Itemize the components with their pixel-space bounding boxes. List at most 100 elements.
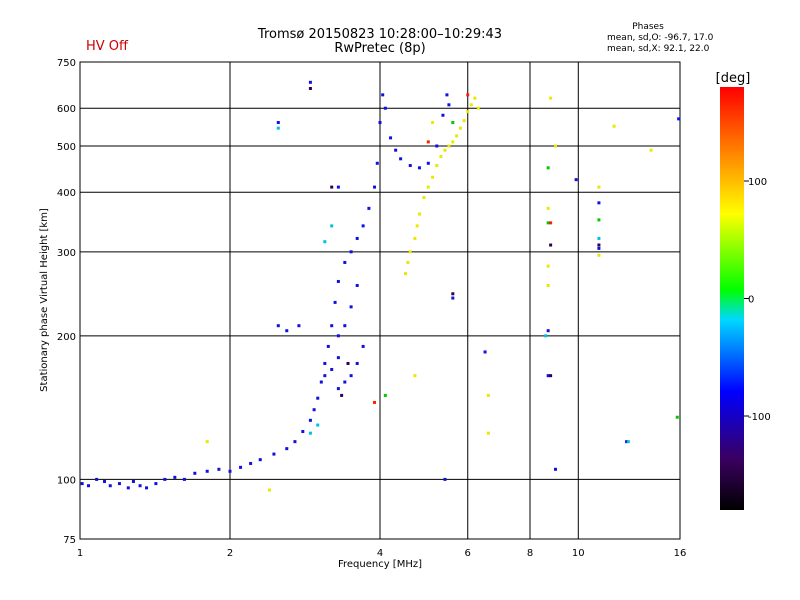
data-point — [301, 430, 305, 434]
data-point — [458, 126, 462, 130]
gridlines — [80, 62, 680, 539]
data-point — [343, 324, 347, 328]
data-point — [173, 475, 177, 479]
data-point — [272, 452, 276, 456]
data-point — [426, 140, 430, 144]
data-point — [549, 221, 553, 225]
data-point — [381, 93, 385, 97]
data-point — [361, 344, 365, 348]
data-point — [469, 103, 473, 107]
data-point — [462, 119, 466, 123]
data-point — [375, 161, 379, 165]
data-point — [285, 447, 289, 451]
data-point — [383, 393, 387, 397]
data-point — [597, 236, 601, 240]
data-point — [406, 260, 410, 264]
data-point — [323, 240, 327, 244]
data-point — [217, 467, 221, 471]
data-point — [435, 164, 439, 168]
data-point — [466, 110, 470, 114]
data-point — [451, 140, 455, 144]
data-point — [285, 329, 289, 333]
data-point — [138, 484, 142, 488]
data-point — [553, 144, 557, 148]
data-point — [408, 250, 412, 254]
data-point — [544, 334, 548, 338]
data-point — [355, 283, 359, 287]
colorbar-label: [deg] — [716, 71, 751, 86]
data-point — [193, 471, 197, 475]
data-point — [546, 264, 550, 268]
data-point — [145, 486, 149, 490]
data-point — [163, 477, 167, 481]
y-tick-label: 300 — [57, 248, 76, 259]
data-point — [249, 461, 253, 465]
data-point — [447, 144, 451, 148]
data-point — [308, 86, 312, 90]
data-point — [205, 440, 209, 444]
data-point — [486, 431, 490, 435]
colorbar-tick-label: 100 — [748, 177, 767, 188]
data-point — [466, 93, 470, 97]
data-point — [546, 206, 550, 210]
data-point — [486, 393, 490, 397]
data-point — [80, 482, 84, 486]
data-point — [426, 161, 430, 165]
data-point — [154, 482, 158, 486]
hv-status-label: HV Off — [86, 39, 129, 54]
data-point — [343, 380, 347, 384]
data-point — [95, 477, 99, 481]
data-point — [323, 374, 327, 378]
y-axis-ticks: 75 100 200 300 400 500 600 750 — [57, 58, 76, 546]
data-point — [276, 121, 280, 125]
data-point — [336, 387, 340, 391]
data-point — [476, 106, 480, 110]
data-point — [451, 121, 455, 125]
data-point — [403, 272, 407, 276]
chart-subtitle: RwPretec (8p) — [334, 41, 425, 56]
data-point — [330, 367, 334, 371]
data-point — [612, 124, 616, 128]
data-point — [435, 144, 439, 148]
x-axis-label: Frequency [MHz] — [338, 559, 422, 570]
colorbar-tick-label: -100 — [748, 412, 771, 423]
data-point — [546, 166, 550, 170]
phase-stats-x: mean, sd,X: 92.1, 22.0 — [607, 44, 710, 54]
data-point — [447, 103, 451, 107]
data-point — [422, 195, 426, 199]
data-point — [103, 479, 107, 483]
data-point — [330, 324, 334, 328]
data-point — [389, 136, 393, 140]
data-point — [443, 148, 447, 152]
y-tick-label: 200 — [57, 332, 76, 343]
data-point — [431, 121, 435, 125]
data-point — [473, 96, 477, 100]
data-point — [340, 393, 344, 397]
x-tick-label: 4 — [377, 548, 383, 559]
data-point — [413, 236, 417, 240]
data-point — [276, 324, 280, 328]
phase-stats-heading: Phases — [632, 22, 664, 32]
data-point — [326, 344, 330, 348]
x-tick-label: 10 — [572, 548, 585, 559]
data-point — [546, 283, 550, 287]
data-point — [336, 356, 340, 360]
data-point — [349, 305, 353, 309]
data-point — [316, 423, 320, 427]
data-point — [597, 246, 601, 250]
chart-title: Tromsø 20150823 10:28:00–10:29:43 — [257, 27, 502, 42]
colorbar — [720, 87, 744, 510]
colorbar-ticks: 100 0 -100 — [744, 177, 771, 423]
data-point — [336, 279, 340, 283]
data-point — [378, 121, 382, 125]
data-point — [426, 185, 430, 189]
data-point — [597, 185, 601, 189]
y-tick-label: 750 — [57, 58, 76, 69]
data-point — [546, 221, 550, 225]
data-point — [597, 253, 601, 257]
data-point — [297, 324, 301, 328]
data-point — [417, 212, 421, 216]
data-point — [597, 243, 601, 247]
phase-stats-o: mean, sd,O: -96.7, 17.0 — [607, 33, 714, 43]
data-point — [349, 250, 353, 254]
